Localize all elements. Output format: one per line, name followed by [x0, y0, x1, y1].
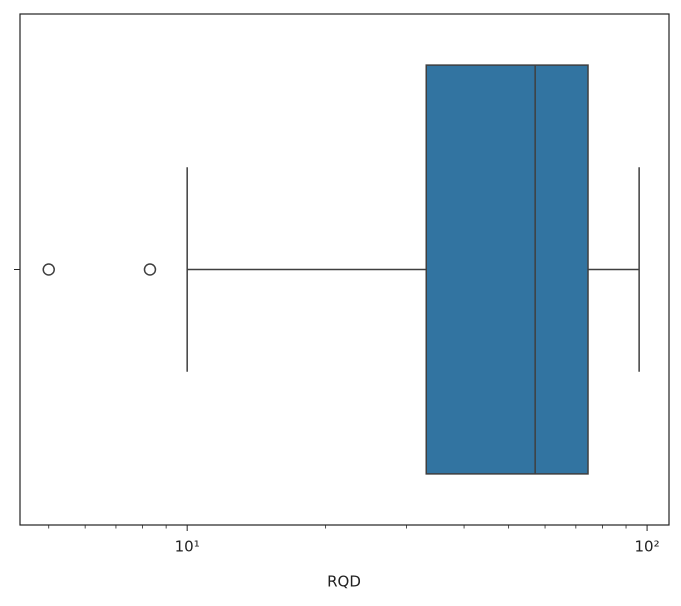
box [425, 64, 589, 475]
x-tick-label: 10¹ [175, 538, 200, 556]
x-axis-label: RQD [327, 573, 361, 591]
outlier [42, 263, 55, 276]
x-tick-label: 10² [635, 538, 660, 556]
outlier [143, 263, 157, 276]
